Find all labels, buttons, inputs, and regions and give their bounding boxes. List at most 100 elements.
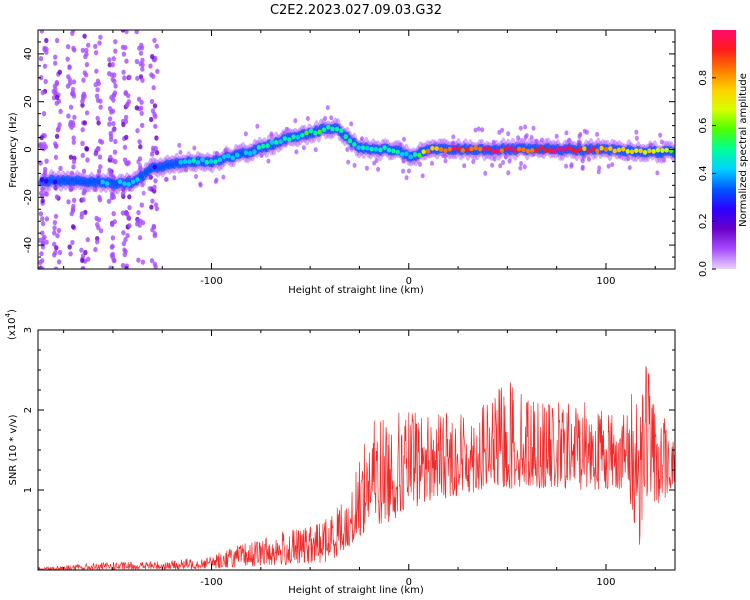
ridge-core [339,128,344,134]
spectrogram-noise [68,154,74,160]
ridge-core [356,145,361,151]
spectrogram-noise [121,51,127,57]
ridge-core [655,147,661,153]
spectrogram-noise [323,116,328,121]
spectrogram-noise [53,86,58,92]
ridge-core [491,148,496,154]
spectrogram-noise [107,116,113,122]
ridge-core [569,146,574,152]
spectrogram-noise [85,157,90,163]
colorbar-tick-label: 0.0 [698,261,709,277]
spectrogram-noise [68,251,73,257]
spectrogram-noise [93,50,99,56]
ridge-core [74,179,79,185]
spectrogram-noise [96,168,102,174]
ridge-core [156,165,162,171]
ridge-core [139,174,144,180]
ridge-core [517,146,522,152]
spectrogram-noise [44,239,49,245]
ridge-core [304,130,309,136]
ridge-core [269,140,275,145]
snr-xtick-label: 0 [406,577,412,588]
ridge-core [252,149,257,155]
ridge-core [239,151,244,157]
spectrogram-noise [125,233,130,239]
spectrogram-noise [98,104,103,110]
snr-ticks: -100 0 100 1 2 3 [23,327,675,588]
spectrogram-noise [108,133,114,139]
ridge-core [65,179,71,185]
spectrogram-noise [40,258,45,264]
spectrogram-xtick-label: 100 [596,276,615,287]
spectrogram-noise [305,116,310,121]
ridge-core [313,130,318,136]
spectrogram-noise [301,145,306,151]
ridge-core [664,147,669,153]
ridge-core [222,154,227,160]
ridge-core [625,149,630,154]
spectrogram-noise [80,140,85,147]
ridge-core [595,148,600,154]
spectrogram-noise [136,210,141,216]
spectrogram-noise [111,97,116,103]
spectrogram-noise [93,246,98,253]
spectrogram-noise [40,230,45,236]
ridge-core [495,148,500,154]
spectrogram-noise [112,149,118,155]
spectrogram-noise [96,81,102,87]
spectrogram-noise [38,143,43,149]
spectrogram-noise [255,123,260,129]
spectrogram-noise [121,69,126,75]
spectrogram-noise [155,68,160,74]
ridge-core [469,146,474,152]
spectrogram-noise [97,154,103,160]
spectrogram-ytick-label: -20 [23,189,34,205]
spectrogram-noise [109,72,115,78]
spectrogram-noise [443,158,448,164]
ridge-core [456,146,461,152]
spectrogram-noise [52,241,57,247]
spectrogram-noise [71,135,76,141]
spectrogram-noise [84,110,90,116]
spectrogram-noise [56,259,62,265]
spectrogram-noise [53,213,59,219]
spectrogram-noise [349,121,354,127]
ridge-core [499,148,504,154]
spectrogram-noise [70,239,75,246]
spectrogram-noise [124,30,129,35]
spectrogram-noise [56,125,61,131]
spectrogram-noise [198,181,203,187]
colorbar-tick-label: 0.2 [698,213,709,229]
spectrogram-noise [580,166,585,171]
snr-panel: -100 0 100 1 2 3 Height of straight line (km)… [4,309,676,596]
spectrogram-noise [110,235,116,241]
spectrogram-noise [71,164,76,170]
spectrogram-noise [269,131,274,137]
spectrogram-noise [52,225,57,231]
spectrogram-noise [597,165,602,171]
ridge-core [243,150,249,156]
spectrogram-noise [65,56,70,62]
ridge-core [612,148,617,154]
ridge-core [291,134,296,140]
spectrogram-noise [94,93,100,99]
ridge-core [200,157,205,163]
spectrogram-noise [40,90,45,96]
spectrogram-noise [68,104,74,110]
ridge-core [126,181,131,187]
spectrogram-noise [94,68,99,74]
spectrogram-noise [108,171,114,177]
spectrogram-noise [96,120,101,126]
spectrogram-noise [71,122,76,128]
ridge-core [608,146,613,152]
spectrogram-ytick-label: 20 [23,95,34,108]
ridge-core [282,136,288,142]
ridge-core [122,181,127,187]
spectrogram-noise [71,30,76,33]
spectrogram-noise [498,163,503,169]
spectrogram-noise [518,165,523,171]
spectrogram-noise [451,134,456,140]
spectrogram-noise [491,139,496,145]
spectrogram-noise [564,163,569,169]
